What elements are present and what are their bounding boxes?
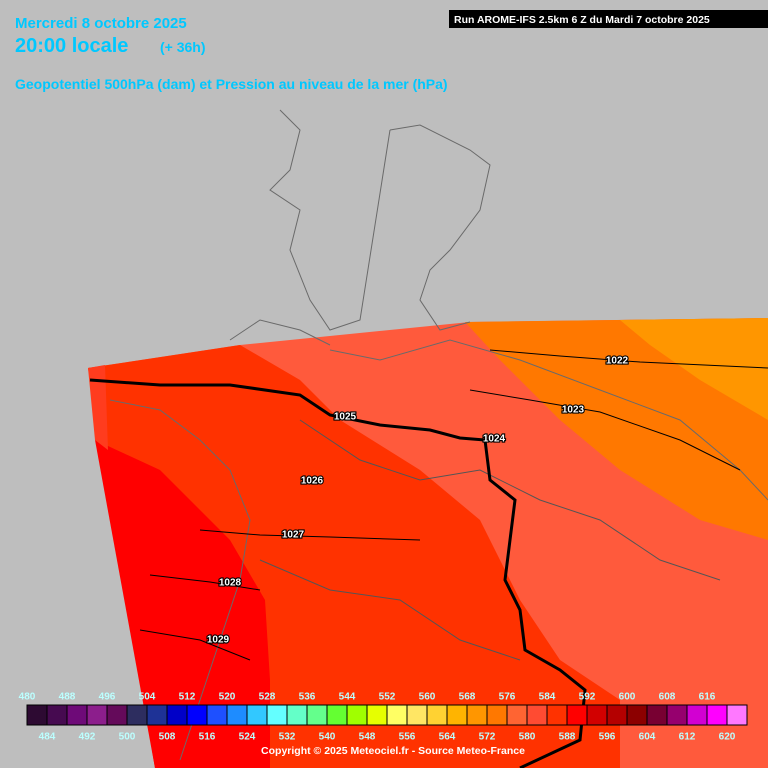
colorbar-label: 588 bbox=[559, 732, 576, 743]
colorbar-label: 548 bbox=[359, 732, 376, 743]
color-swatch bbox=[686, 704, 708, 726]
color-swatch bbox=[26, 704, 48, 726]
colorbar-label: 584 bbox=[539, 692, 556, 703]
color-swatch bbox=[726, 704, 748, 726]
colorbar-label: 572 bbox=[479, 732, 496, 743]
color-swatch bbox=[66, 704, 88, 726]
color-swatch bbox=[226, 704, 248, 726]
color-swatch bbox=[706, 704, 728, 726]
time: 20:00 locale bbox=[15, 35, 128, 57]
color-swatch bbox=[166, 704, 188, 726]
color-swatch bbox=[586, 704, 608, 726]
colorbar-label: 620 bbox=[719, 732, 736, 743]
colorbar-label: 536 bbox=[299, 692, 316, 703]
color-swatch bbox=[146, 704, 168, 726]
color-swatch bbox=[86, 704, 108, 726]
color-swatch bbox=[266, 704, 288, 726]
color-swatch bbox=[526, 704, 548, 726]
colorbar-label: 516 bbox=[199, 732, 216, 743]
color-swatch bbox=[566, 704, 588, 726]
isobar-label: 1022 bbox=[606, 356, 629, 367]
colorbar-label: 488 bbox=[59, 692, 76, 703]
colorbar-label: 556 bbox=[399, 732, 416, 743]
colorbar-label: 504 bbox=[139, 692, 156, 703]
colorbar-label: 612 bbox=[679, 732, 696, 743]
color-swatch bbox=[406, 704, 428, 726]
color-swatch bbox=[246, 704, 268, 726]
isobar-label: 1029 bbox=[207, 635, 230, 646]
colorbar-label: 560 bbox=[419, 692, 436, 703]
isobar-label: 1028 bbox=[219, 578, 242, 589]
colorbar-label: 500 bbox=[119, 732, 136, 743]
color-swatch bbox=[546, 704, 568, 726]
run-info: Run AROME-IFS 2.5km 6 Z du Mardi 7 octob… bbox=[454, 14, 710, 26]
color-swatch bbox=[326, 704, 348, 726]
colorbar: 480 484 488 492 496 500 504 508 512 516 520 524 528 5… bbox=[19, 692, 748, 743]
colorbar-label: 524 bbox=[239, 732, 256, 743]
run-box bbox=[449, 10, 768, 28]
isobar-label: 1024 bbox=[483, 434, 506, 445]
colorbar-label: 580 bbox=[519, 732, 536, 743]
pressure-field bbox=[88, 318, 768, 768]
color-swatch bbox=[646, 704, 668, 726]
colorbar-label: 520 bbox=[219, 692, 236, 703]
color-swatch bbox=[306, 704, 328, 726]
colorbar-label: 544 bbox=[339, 692, 356, 703]
colorbar-label: 600 bbox=[619, 692, 636, 703]
color-swatch bbox=[386, 704, 408, 726]
colorbar-label: 512 bbox=[179, 692, 196, 703]
colorbar-label: 564 bbox=[439, 732, 456, 743]
subtitle: Geopotentiel 500hPa (dam) et Pression au… bbox=[15, 76, 448, 92]
colorbar-label: 480 bbox=[19, 692, 36, 703]
color-swatch bbox=[486, 704, 508, 726]
isobar-label: 1025 bbox=[334, 412, 357, 423]
color-swatch bbox=[186, 704, 208, 726]
color-swatch bbox=[606, 704, 628, 726]
color-swatch bbox=[506, 704, 528, 726]
lead-time: (+ 36h) bbox=[160, 39, 206, 55]
color-swatch bbox=[366, 704, 388, 726]
colorbar-label: 528 bbox=[259, 692, 276, 703]
color-swatch bbox=[666, 704, 688, 726]
colorbar-label: 592 bbox=[579, 692, 596, 703]
coastlines bbox=[109, 109, 768, 761]
borders bbox=[259, 419, 721, 661]
colorbar-label: 484 bbox=[39, 732, 56, 743]
copyright: Copyright © 2025 Meteociel.fr - Source M… bbox=[261, 745, 525, 757]
colorbar-label: 496 bbox=[99, 692, 116, 703]
isobar-label: 1026 bbox=[301, 476, 324, 487]
isobar-label: 1027 bbox=[282, 530, 305, 541]
colorbar-label: 540 bbox=[319, 732, 336, 743]
colorbar-label: 604 bbox=[639, 732, 656, 743]
colorbar-label: 552 bbox=[379, 692, 396, 703]
colorbar-label: 568 bbox=[459, 692, 476, 703]
colorbar-label: 616 bbox=[699, 692, 716, 703]
color-swatch bbox=[346, 704, 368, 726]
color-swatch bbox=[106, 704, 128, 726]
color-swatch bbox=[46, 704, 68, 726]
color-swatch bbox=[206, 704, 228, 726]
color-swatch bbox=[626, 704, 648, 726]
date: Mercredi 8 octobre 2025 bbox=[15, 15, 187, 32]
color-swatch bbox=[286, 704, 308, 726]
isobar-lines bbox=[139, 349, 768, 661]
colorbar-label: 508 bbox=[159, 732, 176, 743]
colorbar-label: 492 bbox=[79, 732, 96, 743]
isobar-1024-bold bbox=[89, 378, 587, 770]
colorbar-label: 608 bbox=[659, 692, 676, 703]
color-swatch bbox=[446, 704, 468, 726]
color-swatch bbox=[126, 704, 148, 726]
color-swatch bbox=[426, 704, 448, 726]
isobar-label: 1023 bbox=[562, 405, 585, 416]
colorbar-label: 596 bbox=[599, 732, 616, 743]
colorbar-label: 576 bbox=[499, 692, 516, 703]
colorbar-label: 532 bbox=[279, 732, 296, 743]
color-swatch bbox=[466, 704, 488, 726]
